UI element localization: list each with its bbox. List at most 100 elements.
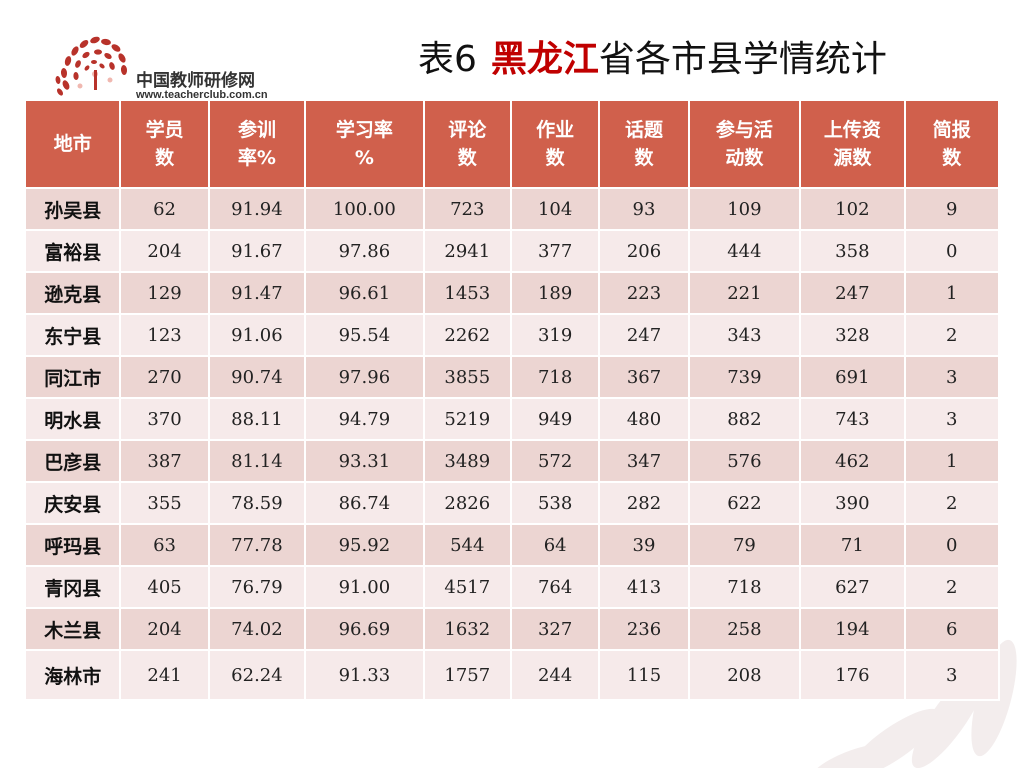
column-header: 学员数 xyxy=(119,99,210,189)
table-cell: 93 xyxy=(598,187,690,231)
table-cell: 79 xyxy=(687,523,802,567)
table-cell: 718 xyxy=(687,565,802,609)
table-cell: 718 xyxy=(509,355,601,399)
table-cell: 282 xyxy=(598,481,690,525)
table-cell: 123 xyxy=(119,313,210,357)
table-cell: 691 xyxy=(799,355,906,399)
column-header-line: 地市 xyxy=(53,133,92,155)
column-header-line: 率% xyxy=(237,147,276,169)
table-row: 庆安县 355 78.59 86.74 2826 538 282 622 390 2 xyxy=(23,481,1001,525)
column-header: 学习率% xyxy=(304,99,425,189)
city-name-cell: 逊克县 xyxy=(23,271,122,315)
column-header: 参与活 动数 xyxy=(687,99,802,189)
table-row: 青冈县 405 76.79 91.00 4517 764 413 718 627 2 xyxy=(23,565,1001,609)
table-cell: 343 xyxy=(687,313,802,357)
table-cell: 176 xyxy=(799,649,906,701)
table-cell: 91.06 xyxy=(207,313,307,357)
table-cell: 96.61 xyxy=(304,271,425,315)
table-cell: 2826 xyxy=(422,481,512,525)
table-cell: 189 xyxy=(509,271,601,315)
city-name-cell: 明水县 xyxy=(23,397,122,441)
table-cell: 76.79 xyxy=(207,565,307,609)
column-header-line: 数 xyxy=(457,147,477,169)
table-cell: 91.67 xyxy=(207,229,307,273)
table-cell: 3855 xyxy=(422,355,512,399)
table-row: 东宁县 123 91.06 95.54 2262 319 247 343 328 2 xyxy=(23,313,1001,357)
table-cell: 71 xyxy=(799,523,906,567)
table-cell: 327 xyxy=(509,607,601,651)
column-header-line: 参与活 xyxy=(715,119,773,141)
table-cell: 627 xyxy=(799,565,906,609)
table-cell: 95.92 xyxy=(304,523,425,567)
table-cell: 764 xyxy=(509,565,601,609)
city-name-cell: 木兰县 xyxy=(23,607,122,651)
table-cell: 244 xyxy=(509,649,601,701)
table-cell: 78.59 xyxy=(207,481,307,525)
column-header-line: 数 xyxy=(545,147,565,169)
column-header-line: 数 xyxy=(942,147,962,169)
table-cell: 1453 xyxy=(422,271,512,315)
table-cell: 3 xyxy=(903,397,1001,441)
city-name-cell: 富裕县 xyxy=(23,229,122,273)
table-cell: 538 xyxy=(509,481,601,525)
table-cell: 2941 xyxy=(422,229,512,273)
table-cell: 74.02 xyxy=(207,607,307,651)
table-cell: 622 xyxy=(687,481,802,525)
logo-name: 中国教师研修网 xyxy=(136,71,255,91)
table-cell: 370 xyxy=(119,397,210,441)
table-row: 明水县 370 88.11 94.79 5219 949 480 882 743 3 xyxy=(23,397,1001,441)
column-header-line: 学员 xyxy=(145,119,184,141)
table-cell: 223 xyxy=(598,271,690,315)
table-cell: 77.78 xyxy=(207,523,307,567)
city-name-cell: 同江市 xyxy=(23,355,122,399)
logo-url: www.teacherclub.com.cn xyxy=(136,89,268,101)
column-header: 评论数 xyxy=(422,99,512,189)
column-header-line: 动数 xyxy=(725,147,764,169)
table-cell: 95.54 xyxy=(304,313,425,357)
table-cell: 328 xyxy=(799,313,906,357)
table-cell: 91.94 xyxy=(207,187,307,231)
city-name-cell: 巴彦县 xyxy=(23,439,122,483)
table-cell: 1632 xyxy=(422,607,512,651)
city-name-cell: 呼玛县 xyxy=(23,523,122,567)
column-header-line: 评论 xyxy=(448,119,487,141)
table-cell: 81.14 xyxy=(207,439,307,483)
city-name-cell: 孙吴县 xyxy=(23,187,122,231)
table-cell: 109 xyxy=(687,187,802,231)
table-cell: 882 xyxy=(687,397,802,441)
table-cell: 2 xyxy=(903,565,1001,609)
table-cell: 204 xyxy=(119,229,210,273)
table-row: 木兰县 204 74.02 96.69 1632 327 236 258 194 6 xyxy=(23,607,1001,651)
table-cell: 576 xyxy=(687,439,802,483)
table-row: 孙吴县 62 91.94 100.00 723 104 93 109 102 9 xyxy=(23,187,1001,231)
table-cell: 88.11 xyxy=(207,397,307,441)
table-cell: 3 xyxy=(903,355,1001,399)
city-name-cell: 庆安县 xyxy=(23,481,122,525)
table-cell: 90.74 xyxy=(207,355,307,399)
title-prefix: 表6 xyxy=(418,39,477,80)
column-header: 上传资 源数 xyxy=(799,99,906,189)
table-cell: 96.69 xyxy=(304,607,425,651)
table-cell: 3 xyxy=(903,649,1001,701)
table-cell: 91.00 xyxy=(304,565,425,609)
column-header-line: 数 xyxy=(634,147,654,169)
table-row: 同江市 270 90.74 97.96 3855 718 367 739 691 3 xyxy=(23,355,1001,399)
table-cell: 6 xyxy=(903,607,1001,651)
table-cell: 1 xyxy=(903,271,1001,315)
table-cell: 480 xyxy=(598,397,690,441)
table-cell: 355 xyxy=(119,481,210,525)
table-cell: 2262 xyxy=(422,313,512,357)
table-cell: 387 xyxy=(119,439,210,483)
table-cell: 62 xyxy=(119,187,210,231)
column-header-line: 源数 xyxy=(833,147,872,169)
table-cell: 62.24 xyxy=(207,649,307,701)
column-header-line: 学习率 xyxy=(335,119,393,141)
table-cell: 102 xyxy=(799,187,906,231)
column-header-line: % xyxy=(354,147,374,169)
logo-dots-icon xyxy=(55,36,128,96)
page-title: 表6 黑龙江省各市县学情统计 xyxy=(418,38,887,82)
table-cell: 236 xyxy=(598,607,690,651)
table-cell: 247 xyxy=(799,271,906,315)
table-cell: 204 xyxy=(119,607,210,651)
table-cell: 377 xyxy=(509,229,601,273)
